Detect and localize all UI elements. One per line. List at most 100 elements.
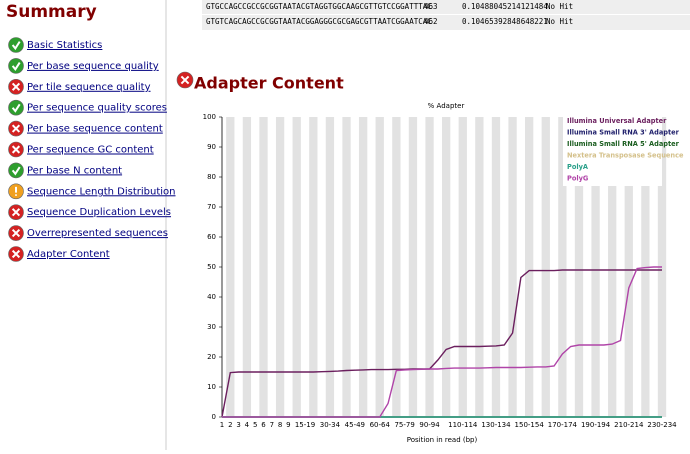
icon-cross [11, 82, 21, 91]
status-icon-pass [8, 99, 24, 116]
status-icon-fail [8, 79, 24, 95]
x-tick-label: 110-114 [448, 421, 478, 429]
status-icon-pass [8, 58, 24, 74]
x-tick-label: 230-234 [647, 421, 677, 429]
module-link[interactable]: Overrepresented sequences [27, 228, 168, 239]
icon-cross [11, 208, 21, 217]
legend-entry: PolyA [567, 163, 589, 171]
stripe [259, 117, 268, 417]
module-link[interactable]: Sequence Length Distribution [27, 186, 176, 197]
x-axis-label: Position in read (bp) [407, 436, 478, 444]
status-icon-fail [8, 246, 24, 262]
stripe [591, 117, 600, 417]
y-tick-label: 10 [207, 383, 216, 391]
y-tick-label: 90 [207, 143, 216, 151]
section-title: Adapter Content [194, 74, 344, 93]
status-icon-warn [8, 183, 24, 200]
table-cell: 0.10465392848648221 [462, 17, 548, 26]
x-tick-label: 190-194 [581, 421, 611, 429]
stripe [242, 117, 252, 417]
status-icon-pass [8, 162, 24, 179]
x-tick-label: 9 [286, 421, 290, 429]
y-tick-label: 100 [203, 113, 216, 121]
legend-entry: PolyG [567, 175, 588, 183]
icon-cross [11, 229, 21, 238]
table-cell: No Hit [546, 17, 573, 26]
stripe [491, 117, 501, 417]
stripe [408, 117, 418, 417]
series-line [221, 269, 662, 418]
stripe [574, 117, 584, 417]
table-cell: 463 [424, 2, 438, 11]
stripe [275, 117, 285, 417]
status-icon-pass [8, 37, 24, 53]
table-cell: 0.10488045214121484 [462, 2, 548, 11]
x-tick-label: 170-174 [548, 421, 578, 429]
module-link[interactable]: Per base sequence quality [27, 61, 159, 72]
icon-cross [11, 249, 21, 259]
x-tick-label: 150-154 [515, 421, 545, 429]
y-tick-label: 20 [207, 353, 216, 361]
module-link[interactable]: Per sequence quality scores [27, 103, 167, 114]
icon-circle [8, 162, 24, 179]
x-tick-label: 5 [253, 421, 257, 429]
legend-box [563, 116, 662, 186]
icon-cross [11, 124, 21, 133]
table-cell: GTGTCAGCAGCCGCGGTAATACGGAGGGCGCGAGCGTTAA… [206, 17, 432, 26]
table-cell: GTGCCAGCCGCCGCGGTAATACGTAGGTGGCAAGCGTTGT… [206, 2, 432, 11]
stripe [475, 117, 484, 417]
module-link[interactable]: Per base N content [27, 165, 122, 176]
sidebar [0, 0, 166, 450]
status-icon-fail [176, 71, 194, 89]
legend-entry: Illumina Small RNA 5' Adapter [567, 140, 680, 148]
x-tick-label: 75-79 [394, 421, 414, 429]
stripe [226, 117, 235, 417]
stripe [508, 117, 517, 417]
stripe [375, 117, 384, 417]
stripe [325, 117, 335, 417]
stripe [358, 117, 368, 417]
stripe [425, 117, 434, 417]
x-tick-label: 2 [228, 421, 232, 429]
stripe [541, 117, 550, 417]
module-link[interactable]: Basic Statistics [27, 40, 102, 51]
status-icon-fail [8, 204, 24, 220]
x-tick-label: 8 [278, 421, 282, 429]
summary-title: Summary [6, 2, 97, 22]
module-link[interactable]: Sequence Duplication Levels [27, 207, 171, 218]
module-link[interactable]: Per tile sequence quality [27, 82, 151, 93]
stripe [558, 117, 567, 417]
x-tick-label: 130-134 [481, 421, 511, 429]
stripe [292, 117, 301, 417]
table-cell: No Hit [546, 2, 573, 11]
module-link[interactable]: Adapter Content [27, 249, 110, 260]
status-icon-fail [8, 120, 24, 137]
y-tick-label: 80 [207, 173, 216, 181]
legend-entry: Illumina Universal Adapter [567, 117, 667, 125]
x-tick-label: 60-64 [370, 421, 391, 429]
x-tick-label: 90-94 [419, 421, 440, 429]
icon-check [11, 61, 21, 71]
x-tick-label: 4 [245, 421, 250, 429]
legend-entry: Illumina Small RNA 3' Adapter [567, 129, 680, 137]
x-tick-label: 3 [236, 421, 240, 429]
x-tick-label: 45-49 [345, 421, 365, 429]
y-tick-label: 0 [212, 413, 216, 421]
module-link[interactable]: Per base sequence content [27, 124, 163, 135]
stripe [525, 117, 534, 417]
y-tick-label: 40 [207, 293, 216, 301]
y-tick-label: 60 [207, 233, 216, 241]
icon-cross [180, 75, 190, 85]
series-line [222, 266, 662, 418]
y-tick-label: 70 [207, 203, 216, 211]
module-link[interactable]: Per sequence GC content [27, 145, 154, 156]
table-cell: 462 [424, 17, 438, 26]
y-tick-label: 50 [207, 263, 216, 271]
stripe [392, 117, 401, 417]
status-icon-fail [8, 141, 24, 158]
stripe [442, 117, 451, 417]
stripe [309, 117, 318, 417]
icon-circle [8, 37, 24, 53]
